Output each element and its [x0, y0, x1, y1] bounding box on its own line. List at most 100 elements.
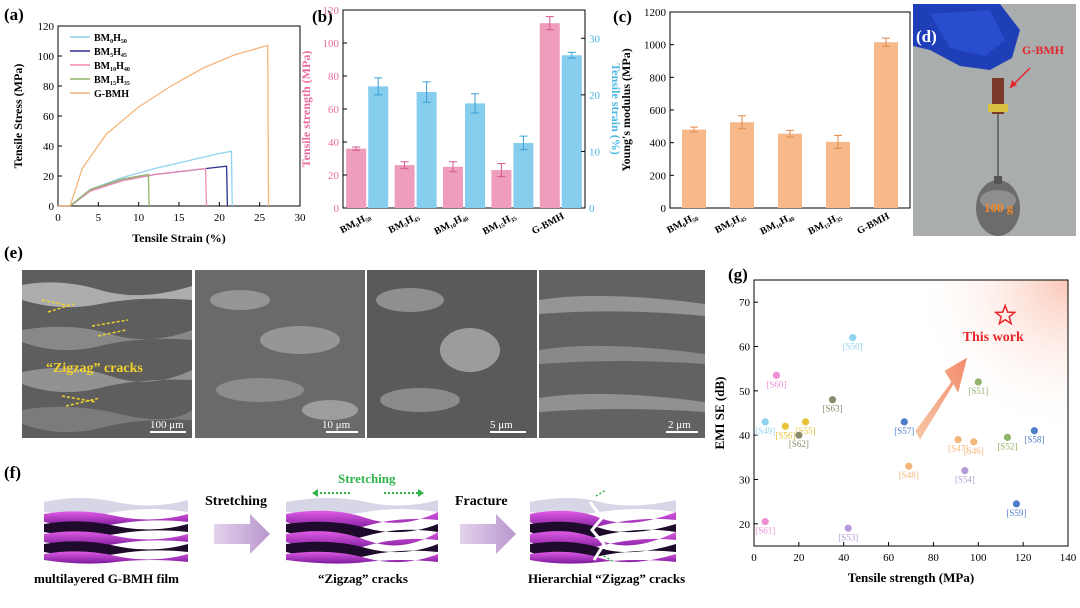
caption-2: “Zigzag” cracks	[318, 571, 408, 586]
b-errorbar-strain	[471, 93, 479, 114]
step1-label: Stretching	[205, 494, 267, 509]
g-point	[969, 437, 979, 447]
g-point-label: [S51]	[968, 386, 988, 396]
b-ylabel: Tensile strength (MPa)	[299, 51, 313, 168]
top-stretch-label: Stretching	[338, 471, 396, 486]
g-xtick-label: 20	[793, 552, 805, 564]
g-point	[960, 466, 970, 476]
b-bar-strength	[539, 23, 560, 209]
g-point	[781, 421, 790, 431]
sem-image-1: “Zigzag” cracks 100 μm	[22, 270, 192, 438]
b-ytick-label: 120	[323, 5, 340, 17]
a-ytick-label: 40	[43, 141, 55, 153]
g-ytick-label: 70	[739, 297, 751, 309]
b-y2label: Tensile strain (%)	[609, 63, 623, 155]
b-bar-strain	[416, 92, 437, 208]
c-ytick-label: 600	[650, 105, 667, 117]
c-bar-modulus	[778, 133, 802, 208]
g-point	[801, 417, 810, 427]
g-point	[760, 417, 770, 427]
g-ylabel: EMI SE (dB)	[712, 377, 727, 450]
g-point	[904, 461, 914, 471]
a-ytick-label: 0	[49, 201, 55, 213]
panel-e-label: (e)	[4, 243, 23, 262]
b-ytick-label: 0	[334, 203, 340, 215]
c-errorbar	[882, 37, 890, 47]
g-point-label: [S47]	[948, 444, 968, 454]
g-point	[973, 377, 983, 387]
g-point	[843, 523, 853, 533]
c-errorbar	[786, 129, 794, 138]
a-ylabel: Tensile Stress (MPa)	[11, 64, 25, 169]
g-xtick-label: 140	[1060, 552, 1077, 564]
a-xtick-label: 20	[214, 212, 226, 224]
a-legend-label: G-BMH	[94, 89, 129, 100]
b-errorbar-strain	[374, 77, 383, 96]
g-point-label: [S50]	[843, 342, 863, 352]
g-point	[848, 333, 858, 343]
b-errorbar-strength	[352, 146, 361, 151]
scale-bar-4: 2 μm	[668, 419, 691, 431]
panel-e-sem-images: “Zigzag” cracks 100 μm 10 μm 5 μm	[22, 270, 705, 438]
b-category-label: G-BMH	[530, 211, 566, 237]
b-bar-strength	[443, 166, 463, 208]
c-ylabel: Young's modulus (MPa)	[619, 48, 633, 171]
b-category-label: BM₅H₄₅	[387, 211, 421, 236]
b-ytick-label: 60	[328, 104, 340, 116]
c-ytick-label: 0	[661, 203, 667, 215]
panel-d-sample-label: G-BMH	[1022, 43, 1065, 57]
sem-image-2: 10 μm	[195, 270, 365, 438]
g-ytick-label: 60	[739, 342, 751, 354]
b-bar-strain	[368, 86, 389, 208]
g-point	[760, 517, 770, 527]
b-bar-strain	[561, 55, 582, 208]
g-xtick-label: 40	[838, 552, 850, 564]
g-point-label: [S63]	[823, 404, 843, 414]
c-category-label: BM₀H₅₀	[665, 211, 699, 236]
c-bar-modulus	[730, 122, 754, 208]
scale-bar-2: 10 μm	[322, 419, 351, 431]
c-errorbar	[834, 134, 842, 149]
panel-d-label: (d)	[916, 27, 937, 46]
g-point	[794, 430, 804, 440]
g-point-label: [S59]	[1006, 508, 1026, 518]
chart-b-strength-strain-bars: BM₀H₅₀ BM₅H₄₅ BM₁₀H₄₀ BM₁₅H₃₅ G-BMH 0 20 40 60 80…	[299, 5, 623, 237]
b-bar-strain	[513, 142, 534, 208]
a-legend-label: BM₅H₄₅	[94, 47, 127, 58]
g-point	[828, 395, 837, 405]
b-ytick-label: 100	[323, 38, 340, 50]
caption-1: multilayered G-BMH film	[34, 571, 179, 586]
panel-f-label: (f)	[4, 463, 21, 482]
chart-a-tensile-curves: 0 5 10 15 20 25 30 0 20 40 60 80 100 120 Tensile Strai…	[11, 21, 306, 245]
b-category-label: BM₀H₅₀	[338, 211, 372, 236]
g-point-label: [S54]	[955, 475, 975, 485]
c-category-label: BM₅H₄₅	[713, 211, 747, 236]
g-plot-frame	[753, 279, 1069, 547]
g-trend-arrow	[915, 357, 968, 440]
sem-image-4: 2 μm	[539, 270, 705, 438]
a-ytick-label: 120	[38, 21, 55, 33]
b-bar-strength	[346, 148, 367, 208]
g-ytick-label: 20	[739, 519, 751, 531]
zigzag-crack-label: “Zigzag” cracks	[46, 361, 143, 376]
a-xtick-label: 5	[96, 212, 102, 224]
g-point	[953, 435, 963, 445]
b-errorbar-strain	[519, 135, 528, 151]
b-y2tick-label: 10	[589, 146, 601, 158]
a-xtick-label: 25	[254, 212, 266, 224]
b-category-label: BM₁₅H₃₅	[481, 211, 518, 238]
g-point	[899, 417, 909, 427]
step2-arrow	[460, 514, 516, 554]
b-bar-strain	[465, 103, 485, 208]
a-xtick-label: 30	[295, 212, 307, 224]
c-bar-modulus	[874, 42, 898, 208]
b-errorbar-strength	[545, 16, 554, 31]
scale-bar-1: 100 μm	[150, 419, 184, 431]
b-y2tick-label: 0	[589, 203, 595, 215]
b-bar-strength	[394, 165, 415, 208]
b-errorbar-strength	[400, 161, 409, 169]
a-legend-label: BM₁₅H₃₅	[94, 75, 130, 86]
g-xtick-label: 80	[928, 552, 940, 564]
a-xlabel: Tensile Strain (%)	[132, 231, 226, 245]
